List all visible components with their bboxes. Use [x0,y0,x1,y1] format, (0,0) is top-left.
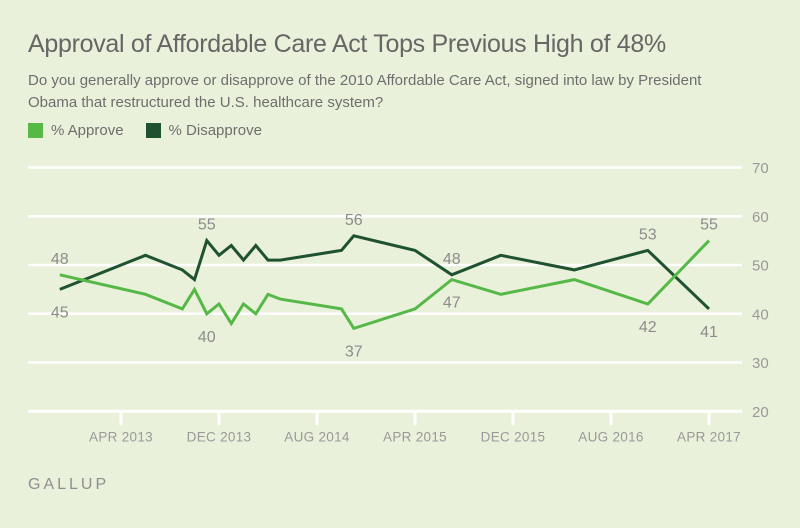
y-tick-label: 50 [752,258,769,275]
x-tick-label: APR 2015 [383,429,447,444]
x-tick-label: DEC 2015 [481,429,546,444]
page-subtitle: Do you generally approve or disapprove o… [28,71,702,112]
data-label: 48 [443,251,461,268]
data-label: 55 [700,217,718,234]
chart-header: Approval of Affordable Care Act Tops Pre… [28,30,772,115]
data-label: 56 [345,212,363,229]
data-label: 55 [198,217,216,234]
approve-swatch-icon [28,123,43,138]
data-label: 47 [443,295,461,312]
disapprove-swatch-icon [145,123,161,138]
legend-label-approve: % Approve [51,122,124,139]
disapprove-line [59,234,711,310]
page-title: Approval of Affordable Care Act Tops Pre… [28,30,666,58]
y-tick-label: 70 [752,160,769,177]
legend-item-approve: % Approve [28,122,124,139]
x-tick-label: APR 2017 [677,429,741,444]
x-tick-label: AUG 2014 [284,429,350,444]
legend-item-disapprove: % Disapprove [145,122,262,139]
gallup-wordmark: GALLUP [28,476,110,493]
data-label: 41 [700,324,718,341]
y-tick-label: 60 [752,209,769,226]
data-label: 53 [639,226,657,243]
x-tick-label: APR 2013 [89,429,153,444]
data-label: 37 [345,343,363,360]
x-tick-label: DEC 2013 [187,429,252,444]
x-tick-label: AUG 2016 [578,429,643,444]
y-tick-label: 40 [752,306,769,323]
chart-legend: % Approve % Disapprove [28,122,262,139]
data-label: 45 [51,304,69,321]
y-tick-label: 20 [752,404,769,421]
data-label: 40 [198,329,216,346]
data-label: 48 [51,251,69,268]
approve-line [59,239,711,331]
legend-label-disapprove: % Disapprove [168,122,262,139]
data-label: 42 [639,319,657,336]
y-tick-label: 30 [752,355,769,372]
